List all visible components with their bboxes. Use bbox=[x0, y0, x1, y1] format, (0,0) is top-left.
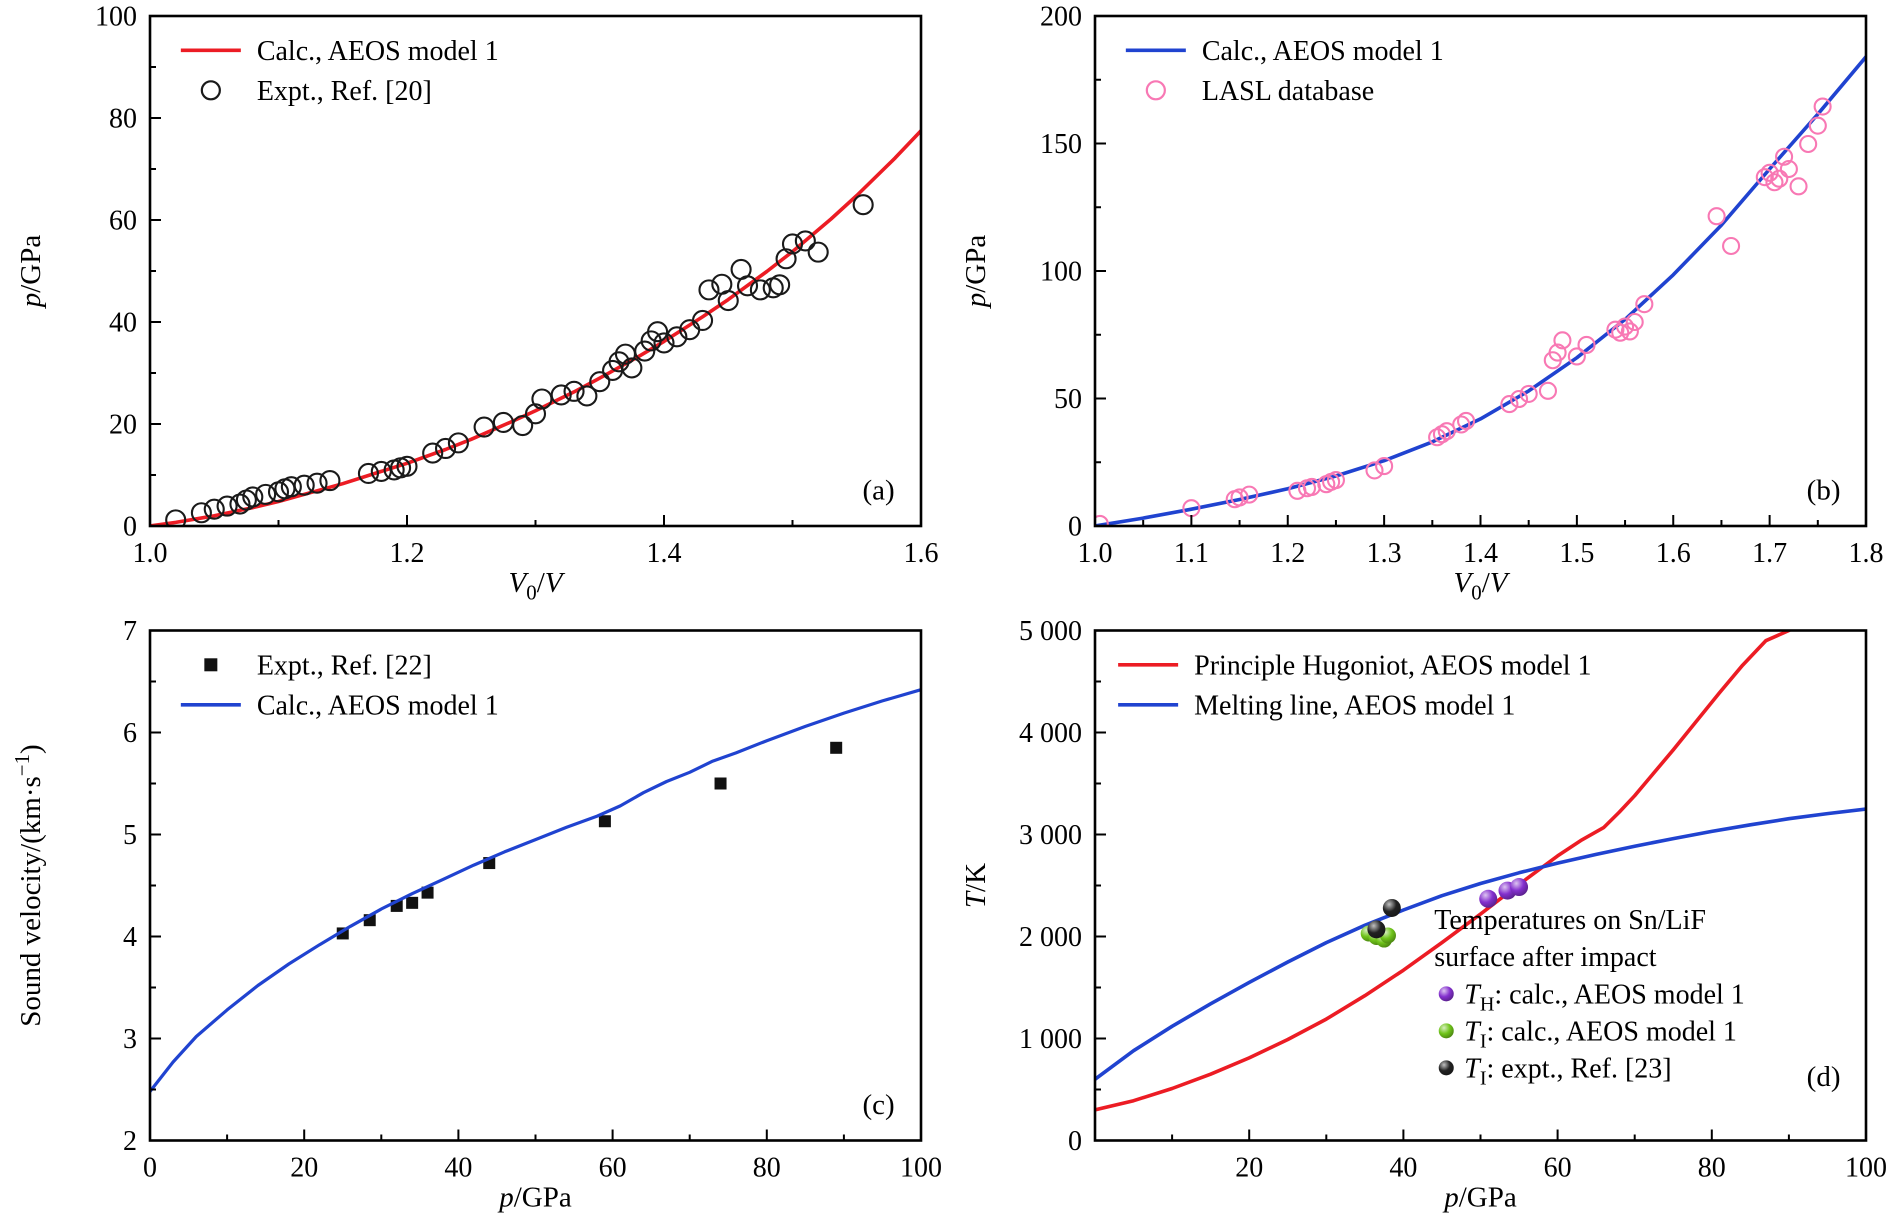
svg-text:4 000: 4 000 bbox=[1019, 718, 1082, 749]
svg-text:5: 5 bbox=[123, 820, 137, 851]
svg-text:1.1: 1.1 bbox=[1174, 538, 1209, 569]
svg-text:1.7: 1.7 bbox=[1752, 538, 1787, 569]
svg-text:p/GPa: p/GPa bbox=[1442, 1182, 1517, 1214]
svg-text:T/K: T/K bbox=[960, 863, 992, 908]
svg-text:Expt., Ref. [20]: Expt., Ref. [20] bbox=[257, 76, 432, 107]
plot-series-a bbox=[150, 129, 921, 526]
svg-text:20: 20 bbox=[290, 1153, 318, 1184]
svg-text:4: 4 bbox=[123, 922, 137, 953]
svg-text:1.2: 1.2 bbox=[1270, 538, 1305, 569]
svg-text:3 000: 3 000 bbox=[1019, 820, 1082, 851]
plot-series-d bbox=[1095, 630, 1866, 1112]
svg-text:150: 150 bbox=[1040, 129, 1082, 160]
svg-text:1.3: 1.3 bbox=[1367, 538, 1402, 569]
plot-series-c bbox=[150, 688, 921, 1094]
svg-text:1.6: 1.6 bbox=[1656, 538, 1691, 569]
svg-text:(a): (a) bbox=[863, 474, 895, 506]
legend-d: Principle Hugoniot, AEOS model 1 Melting … bbox=[1118, 650, 1592, 721]
svg-text:0: 0 bbox=[1068, 1126, 1082, 1157]
svg-text:Sound velocity/(km·s−1): Sound velocity/(km·s−1) bbox=[10, 744, 47, 1026]
svg-text:1 000: 1 000 bbox=[1019, 1024, 1082, 1055]
svg-text:LASL database: LASL database bbox=[1202, 76, 1374, 107]
svg-text:40: 40 bbox=[109, 308, 137, 339]
annotation-d: Temperatures on Sn/LiF surface after impa… bbox=[1434, 905, 1745, 1090]
svg-text:2: 2 bbox=[123, 1126, 137, 1157]
legend-c: Expt., Ref. [22] Calc., AEOS model 1 bbox=[180, 650, 499, 721]
svg-text:6: 6 bbox=[123, 718, 137, 749]
svg-text:1.4: 1.4 bbox=[1463, 538, 1498, 569]
svg-text:60: 60 bbox=[1544, 1153, 1572, 1184]
svg-text:40: 40 bbox=[444, 1153, 472, 1184]
chart-c: 0 20 40 60 80 100 2 3 4 5 6 7 p/GPa Sound velocity/(k… bbox=[10, 616, 942, 1214]
svg-text:Expt., Ref. [22]: Expt., Ref. [22] bbox=[257, 650, 432, 681]
svg-text:200: 200 bbox=[1040, 2, 1082, 33]
svg-text:1.0: 1.0 bbox=[1078, 538, 1113, 569]
svg-text:Calc., AEOS model 1: Calc., AEOS model 1 bbox=[257, 36, 499, 67]
svg-text:5 000: 5 000 bbox=[1019, 616, 1082, 647]
svg-text:1.4: 1.4 bbox=[647, 538, 682, 569]
svg-text:TH: calc., AEOS model 1: TH: calc., AEOS model 1 bbox=[1464, 979, 1745, 1015]
plot-series-b bbox=[1095, 55, 1866, 526]
svg-text:100: 100 bbox=[900, 1153, 942, 1184]
svg-text:100: 100 bbox=[1845, 1153, 1887, 1184]
svg-text:50: 50 bbox=[1054, 384, 1082, 415]
panel-c-sound-velocity-chart: 0 20 40 60 80 100 2 3 4 5 6 7 p/GPa Sound velocity/(k… bbox=[0, 614, 945, 1229]
svg-text:60: 60 bbox=[109, 206, 137, 237]
svg-text:0: 0 bbox=[123, 512, 137, 543]
legend-a: Calc., AEOS model 1 Expt., Ref. [20] bbox=[180, 36, 499, 107]
svg-text:80: 80 bbox=[1698, 1153, 1726, 1184]
svg-text:1.8: 1.8 bbox=[1849, 538, 1884, 569]
chart-a: 1.0 1.2 1.4 1.6 0 20 40 60 80 100 V0/V p/GPa Calc., … bbox=[15, 2, 939, 605]
svg-text:1.0: 1.0 bbox=[133, 538, 168, 569]
svg-text:Temperatures on Sn/LiF: Temperatures on Sn/LiF bbox=[1434, 905, 1706, 936]
svg-text:1.6: 1.6 bbox=[904, 538, 939, 569]
svg-text:20: 20 bbox=[109, 410, 137, 441]
svg-text:0: 0 bbox=[143, 1153, 157, 1184]
svg-text:Principle Hugoniot, AEOS model: Principle Hugoniot, AEOS model 1 bbox=[1194, 650, 1591, 681]
svg-text:100: 100 bbox=[95, 2, 137, 33]
panel-b-lasl-pressure-chart: 1.0 1.1 1.2 1.3 1.4 1.5 1.6 1.7 1.8 0 50 100 150 200 V… bbox=[945, 0, 1890, 614]
legend-b: Calc., AEOS model 1 LASL database bbox=[1125, 36, 1444, 107]
svg-text:40: 40 bbox=[1389, 1153, 1417, 1184]
svg-text:Calc., AEOS model 1: Calc., AEOS model 1 bbox=[1202, 36, 1444, 67]
svg-text:80: 80 bbox=[109, 104, 137, 135]
svg-text:1.5: 1.5 bbox=[1559, 538, 1594, 569]
svg-text:(c): (c) bbox=[863, 1089, 895, 1121]
svg-text:p/GPa: p/GPa bbox=[960, 235, 992, 310]
svg-text:0: 0 bbox=[1068, 512, 1082, 543]
panel-a-hugoniot-pressure-chart: 1.0 1.2 1.4 1.6 0 20 40 60 80 100 V0/V p/GPa Calc., … bbox=[0, 0, 945, 614]
svg-text:V0/V: V0/V bbox=[1454, 567, 1511, 604]
svg-text:V0/V: V0/V bbox=[509, 567, 566, 604]
svg-text:Calc., AEOS model 1: Calc., AEOS model 1 bbox=[257, 690, 499, 721]
svg-text:2 000: 2 000 bbox=[1019, 922, 1082, 953]
svg-text:80: 80 bbox=[753, 1153, 781, 1184]
svg-text:(d): (d) bbox=[1807, 1061, 1841, 1093]
svg-text:(b): (b) bbox=[1807, 474, 1841, 506]
svg-text:TI: expt., Ref. [23]: TI: expt., Ref. [23] bbox=[1464, 1053, 1671, 1089]
chart-b: 1.0 1.1 1.2 1.3 1.4 1.5 1.6 1.7 1.8 0 50 100 150 200 V… bbox=[960, 2, 1884, 605]
chart-d: 20 40 60 80 100 0 1 000 2 000 3 000 4 000 5 000 p/G… bbox=[960, 616, 1887, 1214]
svg-text:3: 3 bbox=[123, 1024, 137, 1055]
svg-text:60: 60 bbox=[599, 1153, 627, 1184]
svg-text:7: 7 bbox=[123, 616, 137, 647]
svg-text:1.2: 1.2 bbox=[390, 538, 425, 569]
svg-text:Melting line, AEOS model 1: Melting line, AEOS model 1 bbox=[1194, 690, 1515, 721]
svg-text:p/GPa: p/GPa bbox=[497, 1182, 572, 1214]
svg-text:p/GPa: p/GPa bbox=[15, 235, 47, 310]
panel-d-temperature-chart: 20 40 60 80 100 0 1 000 2 000 3 000 4 000 5 000 p/G… bbox=[945, 614, 1890, 1229]
svg-text:20: 20 bbox=[1235, 1153, 1263, 1184]
svg-text:100: 100 bbox=[1040, 257, 1082, 288]
svg-text:TI: calc., AEOS model 1: TI: calc., AEOS model 1 bbox=[1464, 1016, 1737, 1052]
svg-text:surface after impact: surface after impact bbox=[1434, 942, 1657, 973]
